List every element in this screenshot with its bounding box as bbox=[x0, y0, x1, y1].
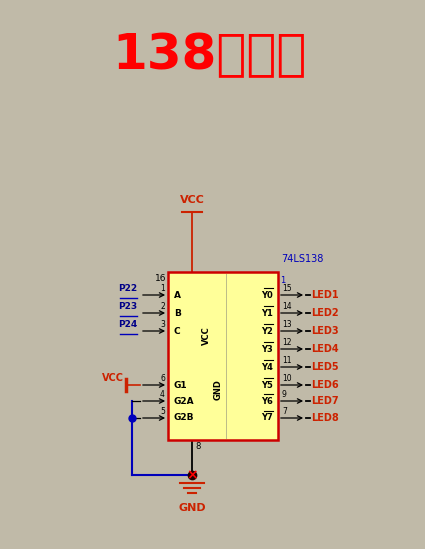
Bar bbox=[168, 272, 278, 440]
Text: G1: G1 bbox=[174, 380, 187, 389]
Text: 6: 6 bbox=[160, 374, 165, 383]
Text: LED6: LED6 bbox=[311, 380, 339, 390]
Text: 13: 13 bbox=[282, 320, 292, 329]
Text: 1: 1 bbox=[160, 284, 165, 293]
Text: A: A bbox=[174, 290, 181, 300]
Text: 4: 4 bbox=[160, 390, 165, 399]
Text: ×: × bbox=[186, 468, 198, 482]
Text: LED7: LED7 bbox=[311, 396, 339, 406]
Text: LED2: LED2 bbox=[311, 308, 339, 318]
Text: Y6: Y6 bbox=[261, 396, 273, 406]
Text: 8: 8 bbox=[195, 442, 200, 451]
Text: P24: P24 bbox=[118, 320, 137, 329]
Text: GND: GND bbox=[213, 379, 223, 400]
Text: G2A: G2A bbox=[174, 396, 195, 406]
Text: G2B: G2B bbox=[174, 413, 195, 423]
Text: P23: P23 bbox=[118, 302, 137, 311]
Text: 16: 16 bbox=[155, 274, 166, 283]
Text: 9: 9 bbox=[282, 390, 287, 399]
Text: VCC: VCC bbox=[102, 373, 124, 383]
Text: Y3: Y3 bbox=[261, 345, 273, 354]
Text: VCC: VCC bbox=[201, 327, 210, 345]
Text: GND: GND bbox=[178, 503, 206, 513]
Text: 14: 14 bbox=[282, 302, 292, 311]
Text: Y1: Y1 bbox=[261, 309, 273, 317]
Text: 5: 5 bbox=[160, 407, 165, 416]
Text: LED8: LED8 bbox=[311, 413, 339, 423]
Text: P22: P22 bbox=[118, 284, 137, 293]
Text: LED5: LED5 bbox=[311, 362, 339, 372]
Text: VCC: VCC bbox=[179, 195, 204, 205]
Text: Y5: Y5 bbox=[261, 380, 273, 389]
Text: 138译码器: 138译码器 bbox=[113, 31, 307, 79]
Text: 10: 10 bbox=[282, 374, 292, 383]
Text: 2: 2 bbox=[160, 302, 165, 311]
Text: 1: 1 bbox=[280, 276, 285, 285]
Text: 11: 11 bbox=[282, 356, 292, 365]
Text: 15: 15 bbox=[282, 284, 292, 293]
Text: B: B bbox=[174, 309, 181, 317]
Text: 12: 12 bbox=[282, 338, 292, 347]
Text: LED4: LED4 bbox=[311, 344, 339, 354]
Text: 3: 3 bbox=[160, 320, 165, 329]
Text: 74LS138: 74LS138 bbox=[281, 254, 323, 264]
Text: Y2: Y2 bbox=[261, 327, 273, 335]
Text: Y7: Y7 bbox=[261, 413, 273, 423]
Text: Y0: Y0 bbox=[261, 290, 273, 300]
Text: Y4: Y4 bbox=[261, 362, 273, 372]
Text: C: C bbox=[174, 327, 181, 335]
Text: LED1: LED1 bbox=[311, 290, 339, 300]
Text: LED3: LED3 bbox=[311, 326, 339, 336]
Text: 7: 7 bbox=[282, 407, 287, 416]
